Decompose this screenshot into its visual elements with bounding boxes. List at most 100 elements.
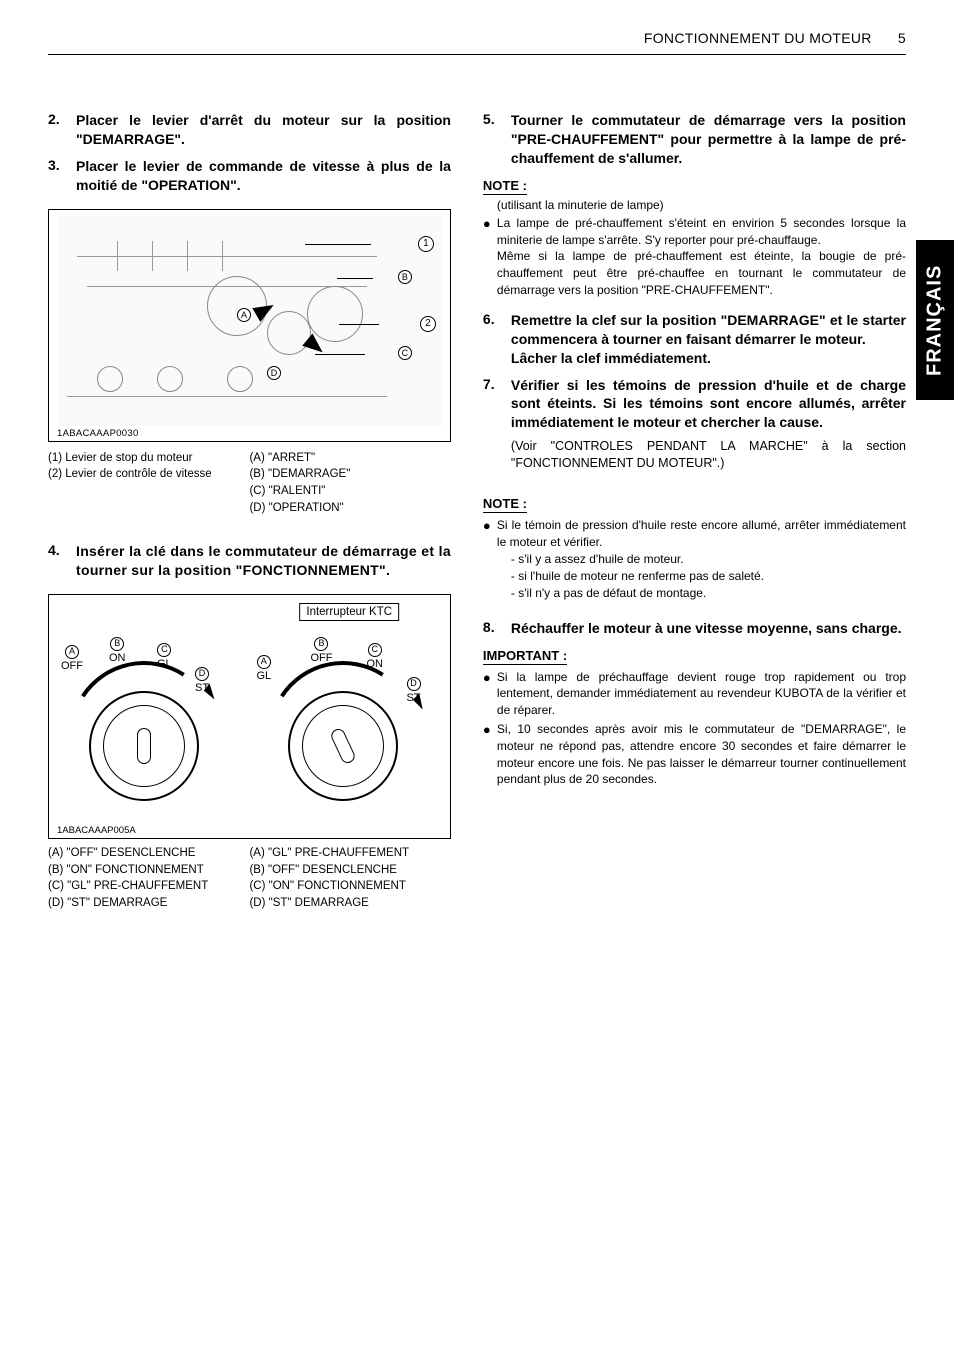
step-8-list: 8. Réchauffer le moteur à une vitesse mo… <box>483 619 906 638</box>
note-1: NOTE : (utilisant la minuterie de lampe)… <box>483 178 906 299</box>
note2-d2: - s'il n'y a pas de défaut de montage. <box>511 585 906 602</box>
step-7-sub: (Voir "CONTROLES PENDANT LA MARCHE" à la… <box>511 438 906 472</box>
sr-A-c: A <box>257 655 271 669</box>
callout-C: C <box>398 346 412 360</box>
header-title: FONCTIONNEMENT DU MOTEUR <box>644 30 872 46</box>
note1-b1b: Même si la lampe de pré-chauffement est … <box>497 249 906 297</box>
step-2-num: 2. <box>48 111 76 149</box>
step-5-text: Tourner le commutateur de démarrage vers… <box>511 111 906 168</box>
note2-bullet: ● Si le témoin de pression d'huile reste… <box>483 517 906 603</box>
figure2-legend: (A) "OFF" DESENCLENCHE (B) "ON" FONCTION… <box>48 845 451 912</box>
sl-C-c: C <box>157 643 171 657</box>
note2-d0: - s'il y a assez d'huile de moteur. <box>511 551 906 568</box>
legend2-l1: (B) "ON" FONCTIONNEMENT <box>48 862 249 879</box>
legend1-r0: (A) "ARRET" <box>249 450 450 467</box>
sr-B-c: B <box>314 637 328 651</box>
note1-b1: La lampe de pré-chauffement s'éteint en … <box>497 216 906 247</box>
important-block: IMPORTANT : ● Si la lampe de préchauffag… <box>483 648 906 789</box>
figure-engine: 1 2 A B C D 1ABACAAAP0030 <box>48 209 451 442</box>
note1-line: (utilisant la minuterie de lampe) <box>497 197 906 213</box>
steps-2-3: 2. Placer le levier d'arrêt du moteur su… <box>48 111 451 195</box>
sl-B-t: ON <box>109 652 126 664</box>
callout-2: 2 <box>420 316 436 332</box>
content-columns: 2. Placer le levier d'arrêt du moteur su… <box>48 111 906 926</box>
legend2-l2: (C) "GL" PRE-CHAUFFEMENT <box>48 878 249 895</box>
page-header: FONCTIONNEMENT DU MOTEUR 5 <box>48 30 906 55</box>
ktc-title: Interrupteur KTC <box>299 603 399 621</box>
step-4-list: 4. Insérer la clé dans le commutateur de… <box>48 542 451 580</box>
step-5: 5. Tourner le commutateur de démarrage v… <box>483 111 906 168</box>
step-5-num: 5. <box>483 111 511 168</box>
note1-bullet: ● La lampe de pré-chauffement s'éteint e… <box>483 215 906 299</box>
sl-B-c: B <box>110 637 124 651</box>
bullet-icon: ● <box>483 721 497 788</box>
step-3: 3. Placer le levier de commande de vites… <box>48 157 451 195</box>
legend1-l1: (2) Levier de contrôle de vitesse <box>48 466 249 483</box>
sl-D-c: D <box>195 667 209 681</box>
note-2: NOTE : ● Si le témoin de pression d'huil… <box>483 496 906 603</box>
step-6-t1: Remettre la clef sur la position "DEMARR… <box>511 312 906 347</box>
engine-drawing: 1 2 A B C D <box>57 216 442 426</box>
figure-keyswitch: AOFF BON CGL DST Interrupteur KTC AGL BO… <box>48 594 451 839</box>
legend2-l3: (D) "ST" DEMARRAGE <box>48 895 249 912</box>
steps-6-7: 6. Remettre la clef sur la position "DEM… <box>483 311 906 472</box>
figure2-code: 1ABACAAAP005A <box>57 825 442 836</box>
legend2-l0: (A) "OFF" DESENCLENCHE <box>48 845 249 862</box>
legend1-r3: (D) "OPERATION" <box>249 500 450 517</box>
step-7-text: Vérifier si les témoins de pression d'hu… <box>511 376 906 472</box>
step-7-num: 7. <box>483 376 511 472</box>
step-4-text: Insérer la clé dans le commutateur de dé… <box>76 542 451 580</box>
bullet-icon: ● <box>483 215 497 299</box>
legend1-r1: (B) "DEMARRAGE" <box>249 466 450 483</box>
imp-b2: Si, 10 secondes après avoir mis le commu… <box>497 721 906 788</box>
legend2-r0: (A) "GL" PRE-CHAUFFEMENT <box>249 845 450 862</box>
legend2-r2: (C) "ON" FONCTIONNEMENT <box>249 878 450 895</box>
note2-d1: - si l'huile de moteur ne renferme pas d… <box>511 568 906 585</box>
legend2-right: (A) "GL" PRE-CHAUFFEMENT (B) "OFF" DESEN… <box>249 845 450 912</box>
callout-B: B <box>398 270 412 284</box>
legend2-r3: (D) "ST" DEMARRAGE <box>249 895 450 912</box>
step-2-text: Placer le levier d'arrêt du moteur sur l… <box>76 111 451 149</box>
sl-C-t: GL <box>157 658 172 670</box>
sr-C-t: ON <box>366 658 383 670</box>
legend2-left: (A) "OFF" DESENCLENCHE (B) "ON" FONCTION… <box>48 845 249 912</box>
right-column: 5. Tourner le commutateur de démarrage v… <box>483 111 906 926</box>
switch-right: Interrupteur KTC AGL BOFF CON DST <box>256 603 441 823</box>
sr-D-c: D <box>407 677 421 691</box>
callout-D: D <box>267 366 281 380</box>
left-column: 2. Placer le levier d'arrêt du moteur su… <box>48 111 451 926</box>
imp-b1: Si la lampe de préchauffage devient roug… <box>497 669 906 719</box>
step-4-num: 4. <box>48 542 76 580</box>
sr-B-t: OFF <box>310 652 332 664</box>
imp-bullet-1: ● Si la lampe de préchauffage devient ro… <box>483 669 906 719</box>
step-8-text: Réchauffer le moteur à une vitesse moyen… <box>511 619 906 638</box>
step-2: 2. Placer le levier d'arrêt du moteur su… <box>48 111 451 149</box>
bullet-icon: ● <box>483 669 497 719</box>
step-6-num: 6. <box>483 311 511 368</box>
callout-1: 1 <box>418 236 434 252</box>
imp-bullet-2: ● Si, 10 secondes après avoir mis le com… <box>483 721 906 788</box>
step-6-t2: Lâcher la clef immédiatement. <box>511 350 711 366</box>
note1-title: NOTE : <box>483 178 527 195</box>
step-6: 6. Remettre la clef sur la position "DEM… <box>483 311 906 368</box>
figure1-code: 1ABACAAAP0030 <box>57 428 442 439</box>
sl-A-t: OFF <box>61 660 83 672</box>
step-7: 7. Vérifier si les témoins de pression d… <box>483 376 906 472</box>
legend1-l0: (1) Levier de stop du moteur <box>48 450 249 467</box>
note2-b1: Si le témoin de pression d'huile reste e… <box>497 518 906 549</box>
important-title: IMPORTANT : <box>483 648 567 665</box>
sr-C-c: C <box>368 643 382 657</box>
page-number: 5 <box>898 30 906 46</box>
step-6-text: Remettre la clef sur la position "DEMARR… <box>511 311 906 368</box>
bullet-icon: ● <box>483 517 497 603</box>
legend1-left: (1) Levier de stop du moteur (2) Levier … <box>48 450 249 517</box>
step-3-text: Placer le levier de commande de vitesse … <box>76 157 451 195</box>
callout-A: A <box>237 308 251 322</box>
step-5-list: 5. Tourner le commutateur de démarrage v… <box>483 111 906 168</box>
note2-title: NOTE : <box>483 496 527 513</box>
legend1-right: (A) "ARRET" (B) "DEMARRAGE" (C) "RALENTI… <box>249 450 450 517</box>
step-4: 4. Insérer la clé dans le commutateur de… <box>48 542 451 580</box>
legend1-r2: (C) "RALENTI" <box>249 483 450 500</box>
step-7-t: Vérifier si les témoins de pression d'hu… <box>511 377 906 431</box>
switch-left: AOFF BON CGL DST <box>57 603 242 823</box>
